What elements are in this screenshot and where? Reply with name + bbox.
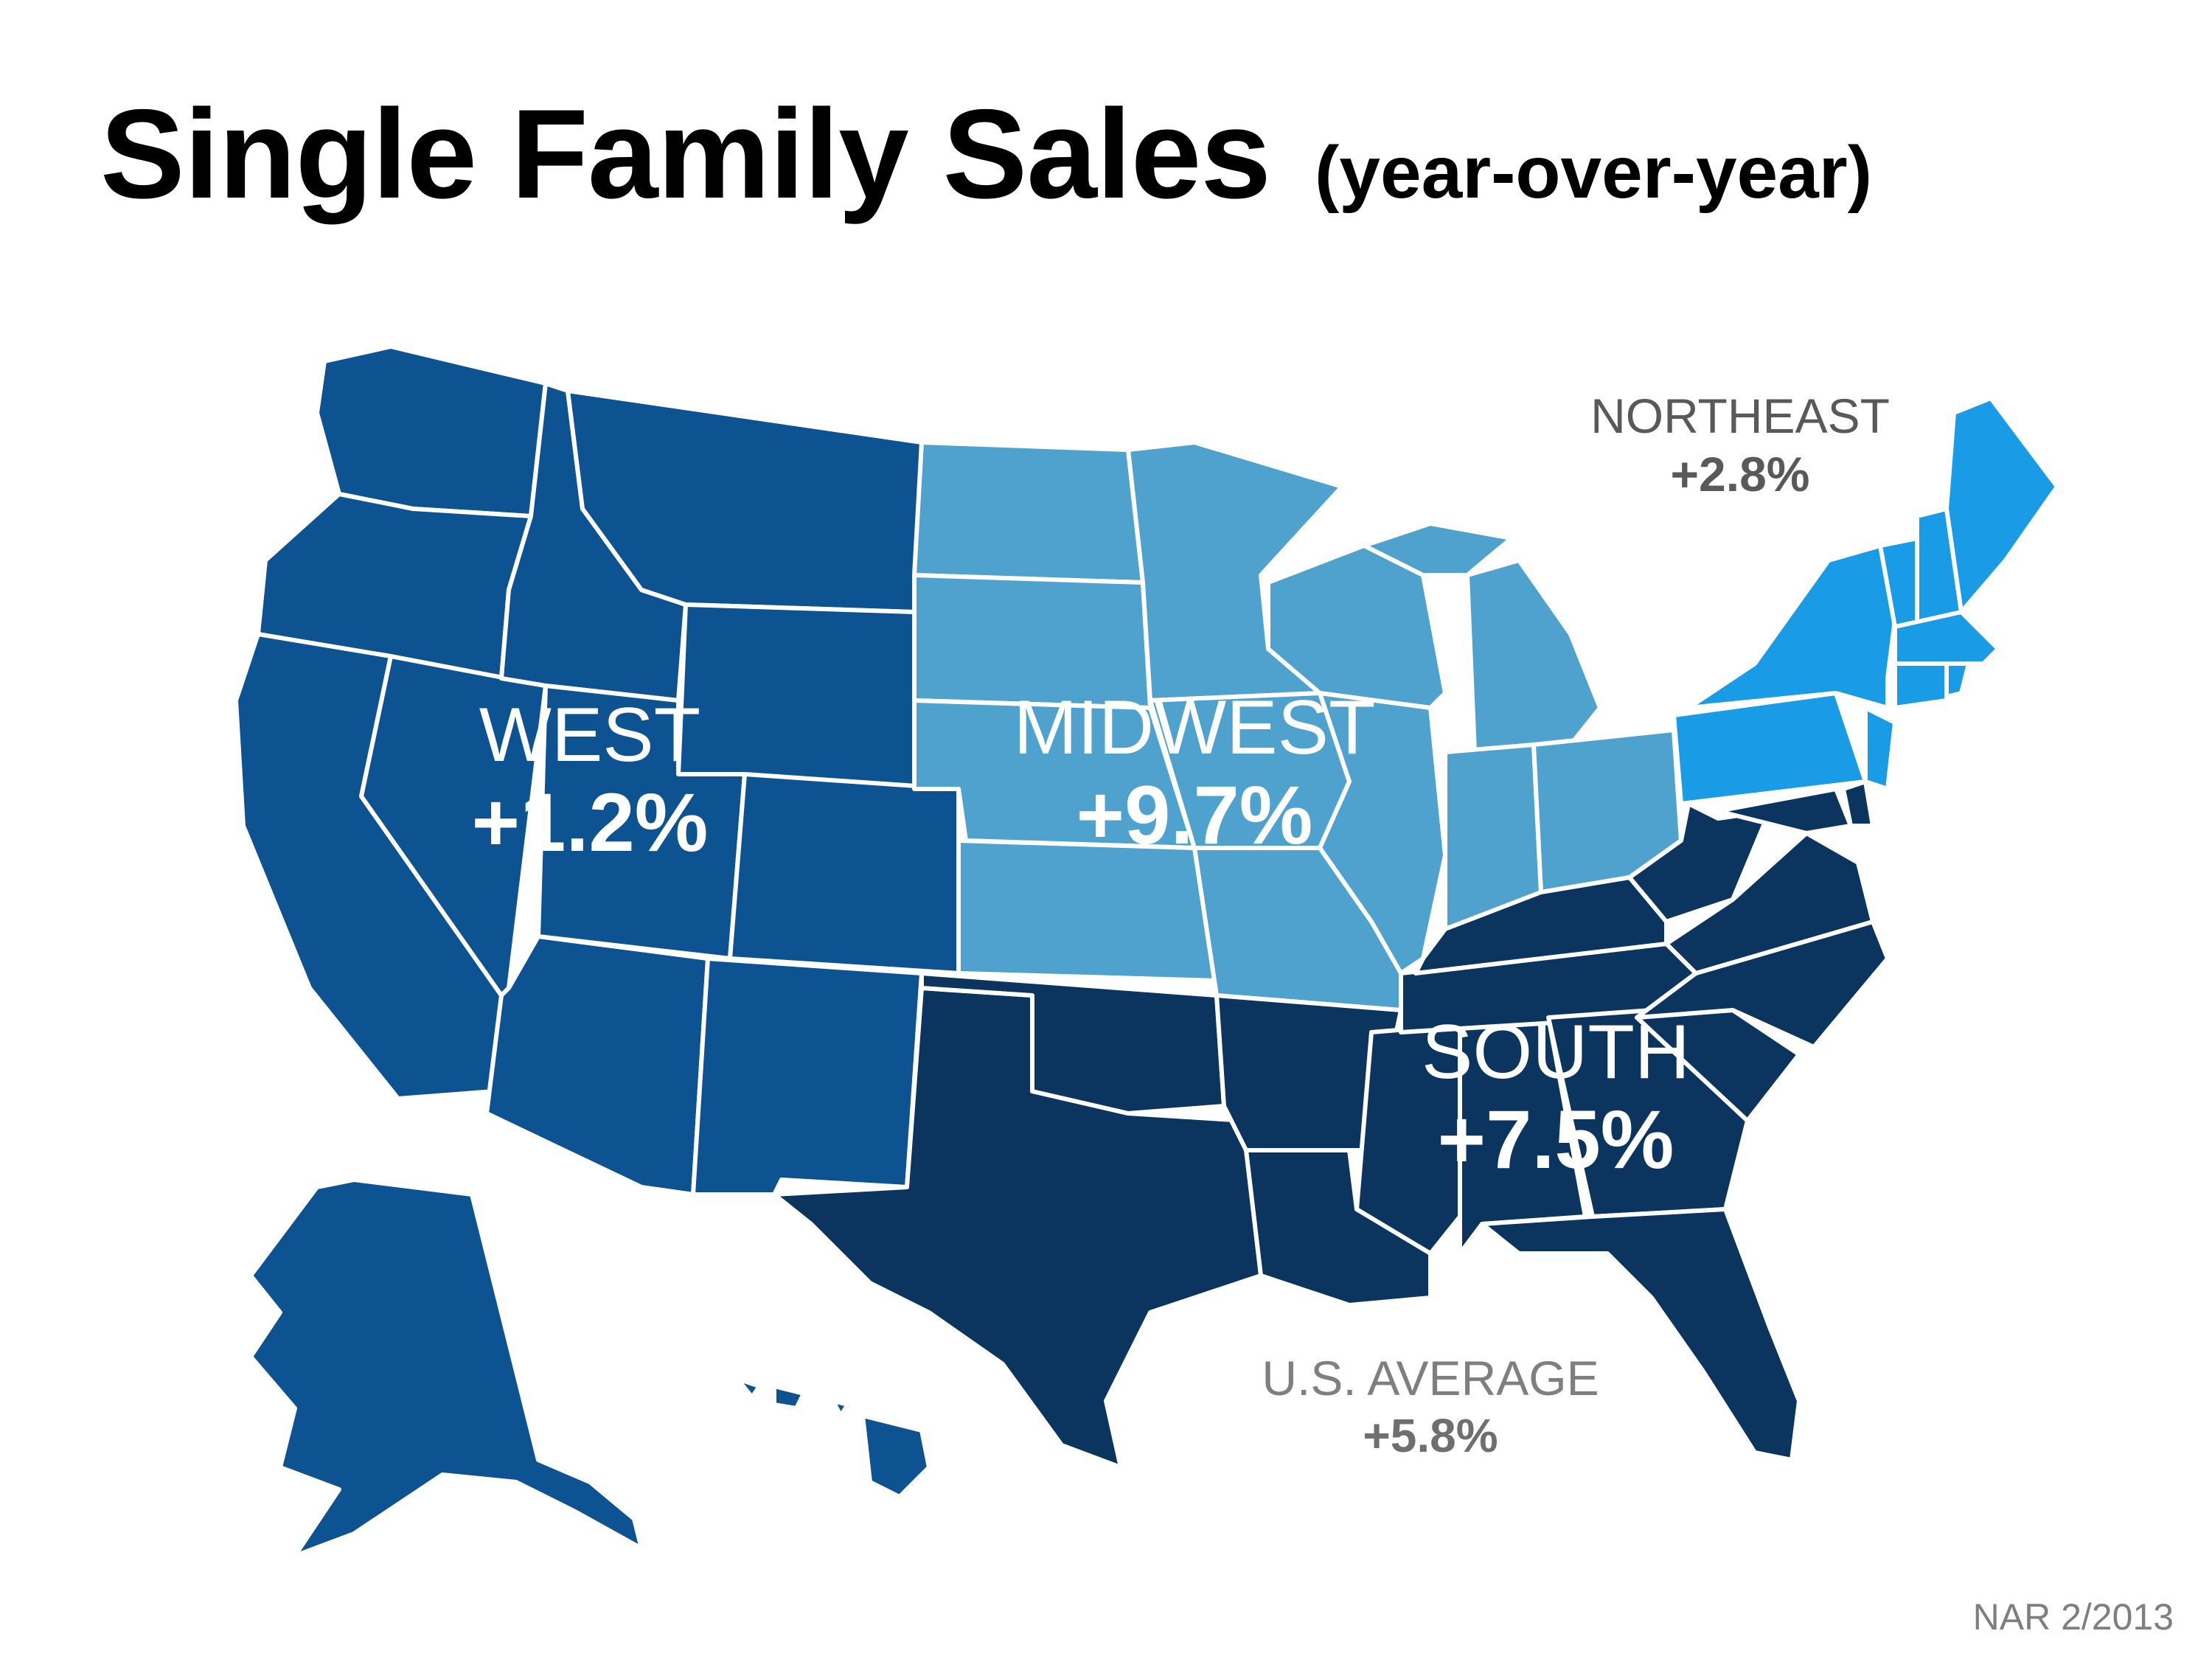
region-south xyxy=(772,779,1890,1470)
state-new-mexico xyxy=(691,956,924,1197)
state-kansas xyxy=(956,838,1219,983)
label-south: SOUTH +7.5% xyxy=(1386,1010,1725,1186)
northeast-value: +2.8% xyxy=(1670,447,1810,502)
state-colorado xyxy=(728,772,961,975)
west-value: +1.2% xyxy=(471,776,709,869)
west-name: WEST xyxy=(479,692,701,778)
south-name: SOUTH xyxy=(1422,1009,1690,1095)
label-northeast: NORTHEAST +2.8% xyxy=(1556,387,1924,504)
midwest-value: +9.7% xyxy=(1076,769,1313,862)
region-west xyxy=(234,344,961,1558)
page-title: Single Family Sales (year-over-year) xyxy=(100,81,1872,227)
state-massachusetts xyxy=(1893,610,2000,666)
south-value: +7.5% xyxy=(1437,1093,1674,1186)
label-midwest: MIDWEST +9.7% xyxy=(981,686,1408,861)
state-hawaii xyxy=(735,1377,931,1499)
state-washington xyxy=(315,344,548,518)
state-alaska xyxy=(248,1178,644,1558)
region-northeast xyxy=(1672,396,2059,806)
state-new-jersey xyxy=(1863,706,1897,791)
state-maine xyxy=(1944,396,2059,614)
midwest-name: MIDWEST xyxy=(1013,685,1376,771)
label-west: WEST +1.2% xyxy=(450,693,730,869)
state-delaware xyxy=(1841,779,1875,828)
northeast-name: NORTHEAST xyxy=(1590,389,1890,443)
region-midwest xyxy=(912,440,1683,1012)
us-average-value: +5.8% xyxy=(1363,1409,1498,1463)
state-north-dakota xyxy=(912,440,1145,585)
source-note: NAR 2/2013 xyxy=(1972,1596,2174,1638)
title-subtitle: (year-over-year) xyxy=(1315,131,1873,214)
state-arizona xyxy=(484,934,710,1197)
title-main: Single Family Sales xyxy=(100,83,1271,225)
label-us-average: U.S. AVERAGE +5.8% xyxy=(1224,1349,1637,1464)
state-new-york xyxy=(1686,543,1897,710)
state-georgia xyxy=(1546,1008,1750,1219)
state-connecticut xyxy=(1893,661,1949,710)
state-florida xyxy=(1480,1207,1801,1462)
state-rhode-island xyxy=(1944,661,1971,699)
us-average-name: U.S. AVERAGE xyxy=(1262,1351,1599,1405)
